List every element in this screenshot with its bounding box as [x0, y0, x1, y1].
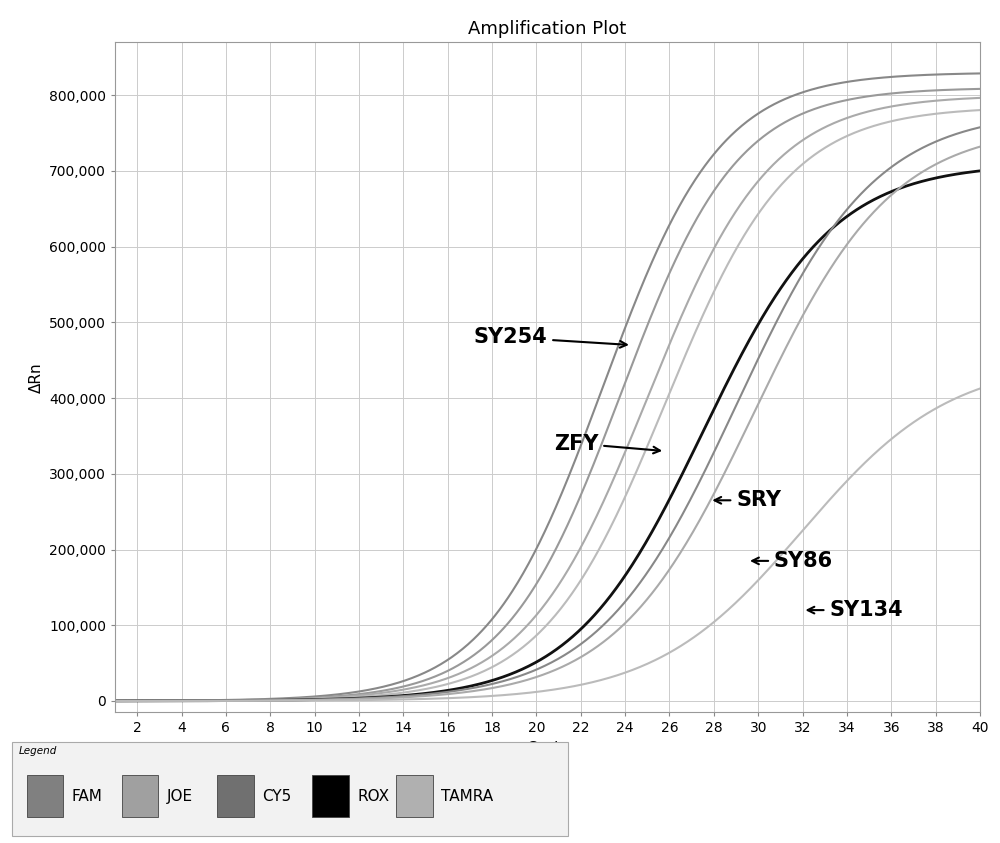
FancyBboxPatch shape [217, 775, 254, 817]
Text: SY254: SY254 [474, 327, 627, 347]
Text: SY86: SY86 [752, 550, 833, 571]
FancyBboxPatch shape [312, 775, 349, 817]
Text: Legend: Legend [18, 746, 57, 756]
X-axis label: Cycle: Cycle [527, 741, 568, 756]
FancyBboxPatch shape [122, 775, 158, 817]
Text: SRY: SRY [715, 491, 781, 510]
Text: ROX: ROX [357, 788, 389, 803]
FancyBboxPatch shape [396, 775, 433, 817]
Text: SY134: SY134 [808, 600, 903, 620]
Y-axis label: ΔRn: ΔRn [28, 362, 43, 393]
FancyBboxPatch shape [27, 775, 63, 817]
Text: CY5: CY5 [262, 788, 291, 803]
Text: ZFY: ZFY [554, 433, 660, 454]
Text: JOE: JOE [167, 788, 193, 803]
FancyBboxPatch shape [12, 743, 568, 835]
Title: Amplification Plot: Amplification Plot [468, 20, 627, 38]
Text: FAM: FAM [72, 788, 102, 803]
Text: TAMRA: TAMRA [441, 788, 493, 803]
